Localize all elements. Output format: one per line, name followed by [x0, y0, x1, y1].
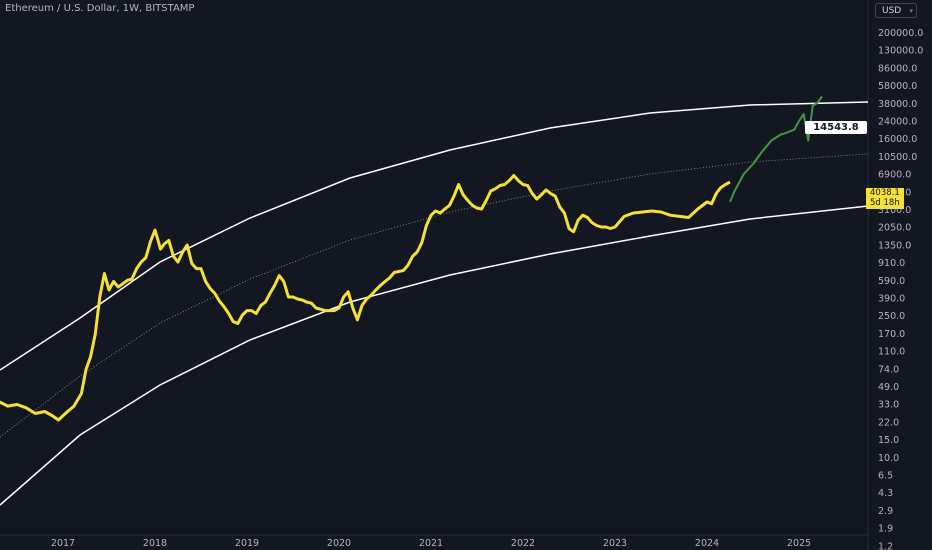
y-tick-label: 250.0 [878, 311, 905, 322]
price-series-line [0, 174, 731, 422]
currency-button-label: USD [882, 6, 902, 16]
x-tick-label: 2017 [51, 538, 75, 549]
y-tick-label: 1.2 [878, 541, 893, 550]
x-tick-label: 2023 [603, 538, 627, 549]
y-tick-label: 58000.0 [878, 81, 917, 92]
y-axis-ticks: 200000.0 130000.0 86000.0 58000.0 38000.0 240… [878, 28, 923, 550]
candle-countdown: 5d 18h [870, 198, 900, 208]
y-tick-label: 49.0 [878, 382, 899, 393]
channel-lower-line [0, 205, 869, 506]
y-tick-label: 170.0 [878, 329, 905, 340]
y-tick-label: 1.9 [878, 524, 893, 535]
x-tick-label: 2020 [327, 538, 351, 549]
x-tick-label: 2022 [511, 538, 535, 549]
projection-label: 14543.8 [805, 121, 867, 134]
y-tick-label: 200000.0 [878, 28, 923, 39]
y-tick-label: 1350.0 [878, 240, 911, 251]
y-tick-label: 110.0 [878, 347, 905, 358]
channel-upper-line [0, 101, 869, 371]
x-tick-label: 2018 [143, 538, 167, 549]
chevron-down-icon: ▾ [909, 7, 913, 15]
x-axis-ticks: 2017 2018 2019 2020 2021 2022 2023 2024 2025 [51, 538, 811, 549]
y-tick-label: 130000.0 [878, 46, 923, 57]
x-tick-label: 2024 [695, 538, 719, 549]
y-tick-label: 590.0 [878, 276, 905, 287]
x-tick-label: 2025 [787, 538, 811, 549]
y-tick-label: 10500.0 [878, 152, 917, 163]
y-tick-label: 10.0 [878, 453, 899, 464]
y-tick-label: 86000.0 [878, 63, 917, 74]
channel-mid-line [0, 153, 869, 438]
y-tick-label: 16000.0 [878, 134, 917, 145]
y-tick-label: 33.0 [878, 400, 899, 411]
y-tick-label: 910.0 [878, 258, 905, 269]
y-tick-label: 22.0 [878, 417, 899, 428]
y-tick-label: 15.0 [878, 435, 899, 446]
currency-button[interactable]: USD ▾ [875, 3, 917, 18]
y-tick-label: 74.0 [878, 364, 899, 375]
x-tick-label: 2019 [235, 538, 259, 549]
last-price-tag: 4038.1 5d 18h [866, 188, 904, 209]
y-tick-label: 6.5 [878, 471, 893, 482]
x-tick-label: 2021 [419, 538, 443, 549]
y-tick-label: 2050.0 [878, 223, 911, 234]
projection-series-line [729, 95, 823, 203]
y-tick-label: 6900.0 [878, 170, 911, 181]
last-price-value: 4038.1 [870, 188, 900, 198]
y-tick-label: 2.9 [878, 506, 893, 517]
y-tick-label: 24000.0 [878, 117, 917, 128]
y-tick-label: 390.0 [878, 294, 905, 305]
y-tick-label: 3100.0 [878, 205, 911, 216]
y-tick-label: 38000.0 [878, 99, 917, 110]
y-tick-label: 4.3 [878, 488, 893, 499]
chart-title: Ethereum / U.S. Dollar, 1W, BITSTAMP [5, 3, 195, 14]
